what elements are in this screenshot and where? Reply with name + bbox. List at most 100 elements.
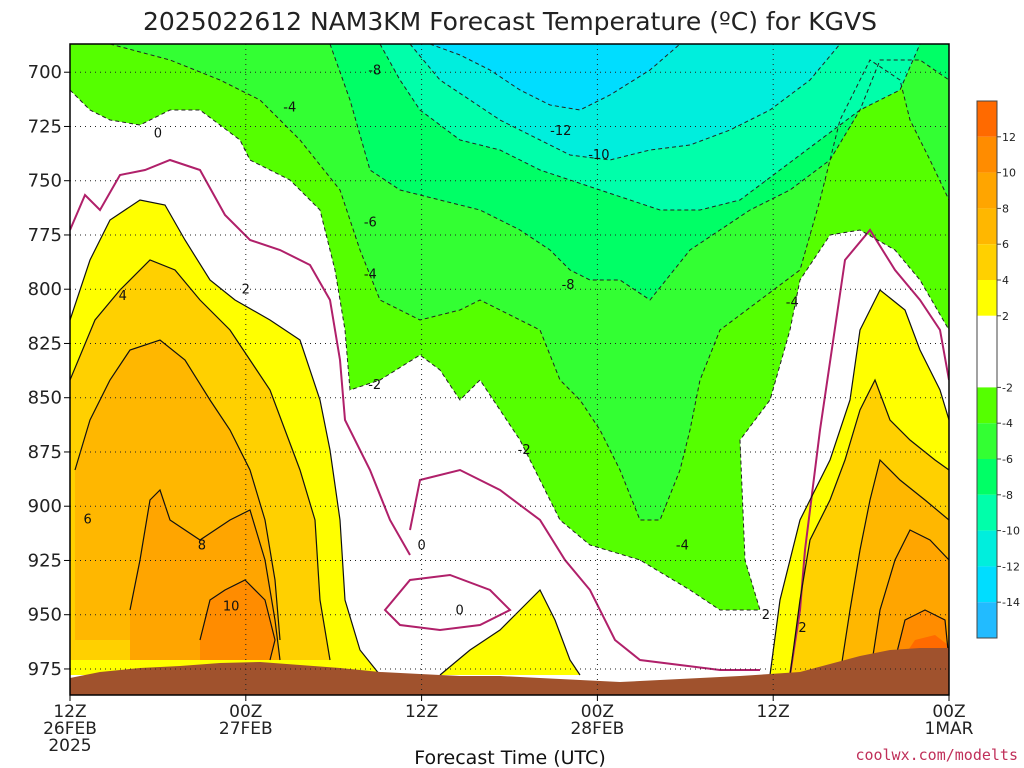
- colorbar-tick-label: -6: [1002, 453, 1013, 466]
- contour-minus8: [379, 44, 921, 211]
- colorbar-tick-label: -4: [1002, 417, 1013, 430]
- contour-plus2-center: [439, 588, 581, 676]
- colorbar-tick-label: 6: [1002, 238, 1009, 251]
- plot-frame: [69, 43, 950, 696]
- contour-label: 2: [242, 283, 250, 298]
- plot-area: 0 0 0 4 6 8 10 2 2 2 -4 -4 -4 -4 -2 -2 -6 -8 -8 -10 -12: [69, 43, 950, 696]
- contour-label: 2: [762, 608, 770, 623]
- contour-label: -4: [364, 267, 377, 282]
- fill-yellow-center: [440, 590, 580, 675]
- contour-plus8-right: [869, 529, 949, 676]
- contour-labels: 0 0 0 4 6 8 10 2 2 2 -4 -4 -4 -4 -2 -2 -6 -8 -8 -10 -12: [83, 63, 806, 636]
- colorbar-band: [977, 530, 997, 567]
- credit-text: coolwx.com/modelts: [855, 746, 1018, 764]
- fill-cyan-minus12: [430, 44, 680, 110]
- contour-label: -2: [518, 443, 531, 458]
- x-tick-label: 00Z: [581, 702, 614, 722]
- x-tick-label: 2025: [48, 736, 91, 756]
- x-tick-label: 28FEB: [570, 719, 624, 739]
- contour-plus2-right: [769, 289, 949, 676]
- y-tick-label: 800: [28, 279, 62, 300]
- y-tick-label: 950: [28, 605, 62, 626]
- colorbar-tick-label: -14: [1002, 596, 1020, 609]
- contour-zero-left: [70, 158, 411, 556]
- contour-plus4-left: [70, 259, 331, 661]
- colorbar-frame: [976, 100, 998, 639]
- colorbar-band: [977, 602, 997, 638]
- colorbar-tick-label: -10: [1002, 525, 1020, 538]
- x-tick-label: 00Z: [229, 702, 262, 722]
- y-tick-label: 875: [28, 442, 62, 463]
- colorbar-tick-label: -2: [1002, 381, 1013, 394]
- y-tick-label: 700: [28, 62, 62, 83]
- contour-label: 0: [154, 126, 162, 141]
- colorbar-tick-label: -8: [1002, 489, 1013, 502]
- colorbar-band: [977, 101, 997, 137]
- y-tick-label: 925: [28, 550, 62, 571]
- contour-label: -10: [588, 148, 609, 163]
- x-tick-label: 12Z: [405, 702, 438, 722]
- x-tick-label: 26FEB: [43, 719, 97, 739]
- contour-zero-bubble: [383, 573, 512, 632]
- colorbar-tick-label: 2: [1002, 310, 1009, 323]
- x-tick-label: 1MAR: [925, 719, 974, 739]
- contour-zero-right: [789, 228, 949, 676]
- colorbar: 12 10 8 6 4 2 -2 -4 -6 -8 -10 -12 -14: [976, 100, 1020, 639]
- contour-minus4: [109, 44, 949, 521]
- contour-minus12: [429, 44, 681, 111]
- x-tick-label: 27FEB: [219, 719, 273, 739]
- colorbar-tick-label: 8: [1002, 202, 1009, 215]
- contour-plus4-right: [789, 378, 949, 676]
- contour-plus6-left: [74, 339, 281, 641]
- contour-label: 10: [223, 599, 240, 614]
- contour-label: -12: [550, 124, 571, 139]
- contour-minus10: [409, 44, 841, 161]
- colorbar-band: [977, 387, 997, 424]
- colorbar-tick-label: 10: [1002, 167, 1016, 180]
- y-tick-label: 975: [28, 659, 62, 680]
- x-tick-label: 00Z: [932, 702, 965, 722]
- y-tick-label: 725: [28, 116, 62, 137]
- contour-label: 0: [417, 539, 425, 554]
- contour-label: 4: [119, 289, 127, 304]
- y-tick-label: 750: [28, 171, 62, 192]
- contour-plus2-left: [70, 199, 381, 676]
- y-tick-label: 775: [28, 225, 62, 246]
- x-tick-label: 12Z: [757, 702, 790, 722]
- contour-label: -4: [676, 539, 689, 554]
- colorbar-band: [977, 423, 997, 459]
- colorbar-band: [977, 244, 997, 280]
- y-tick-label: 900: [28, 496, 62, 517]
- terrain-ground: [70, 648, 949, 695]
- colorbar-band: [977, 459, 997, 495]
- y-tick-label: 825: [28, 333, 62, 354]
- contour-label: -6: [364, 215, 377, 230]
- colorbar-band: [977, 494, 997, 531]
- colorbar-band: [977, 315, 997, 388]
- fill-darkorange-left: [200, 580, 275, 660]
- contour-label: -4: [283, 100, 296, 115]
- contour-label: 2: [798, 621, 806, 636]
- x-axis-label: Forecast Time (UTC): [414, 747, 605, 768]
- chart-title: 2025022612 NAM3KM Forecast Temperature (…: [143, 7, 877, 36]
- colorbar-band: [977, 172, 997, 209]
- x-tick-label: 12Z: [53, 702, 86, 722]
- colorbar-tick-label: 4: [1002, 274, 1009, 287]
- colorbar-band: [977, 208, 997, 245]
- y-tick-label: 850: [28, 388, 62, 409]
- colorbar-tick-label: 12: [1002, 131, 1016, 144]
- contour-label: -8: [368, 63, 381, 78]
- contour-minus2: [70, 89, 949, 611]
- contour-label: 8: [198, 539, 206, 554]
- contour-plus6-right: [839, 458, 949, 676]
- contour-plus8-left: [129, 488, 281, 661]
- colorbar-band: [977, 280, 997, 316]
- colorbar-band: [977, 566, 997, 603]
- y-axis: 700 725 750 775 800 825 850 875 900 925 950 975: [28, 62, 70, 680]
- colorbar-tick-label: -12: [1002, 560, 1020, 573]
- contour-label: -4: [786, 296, 799, 311]
- contour-label: -2: [368, 378, 381, 393]
- contour-label: -8: [562, 278, 575, 293]
